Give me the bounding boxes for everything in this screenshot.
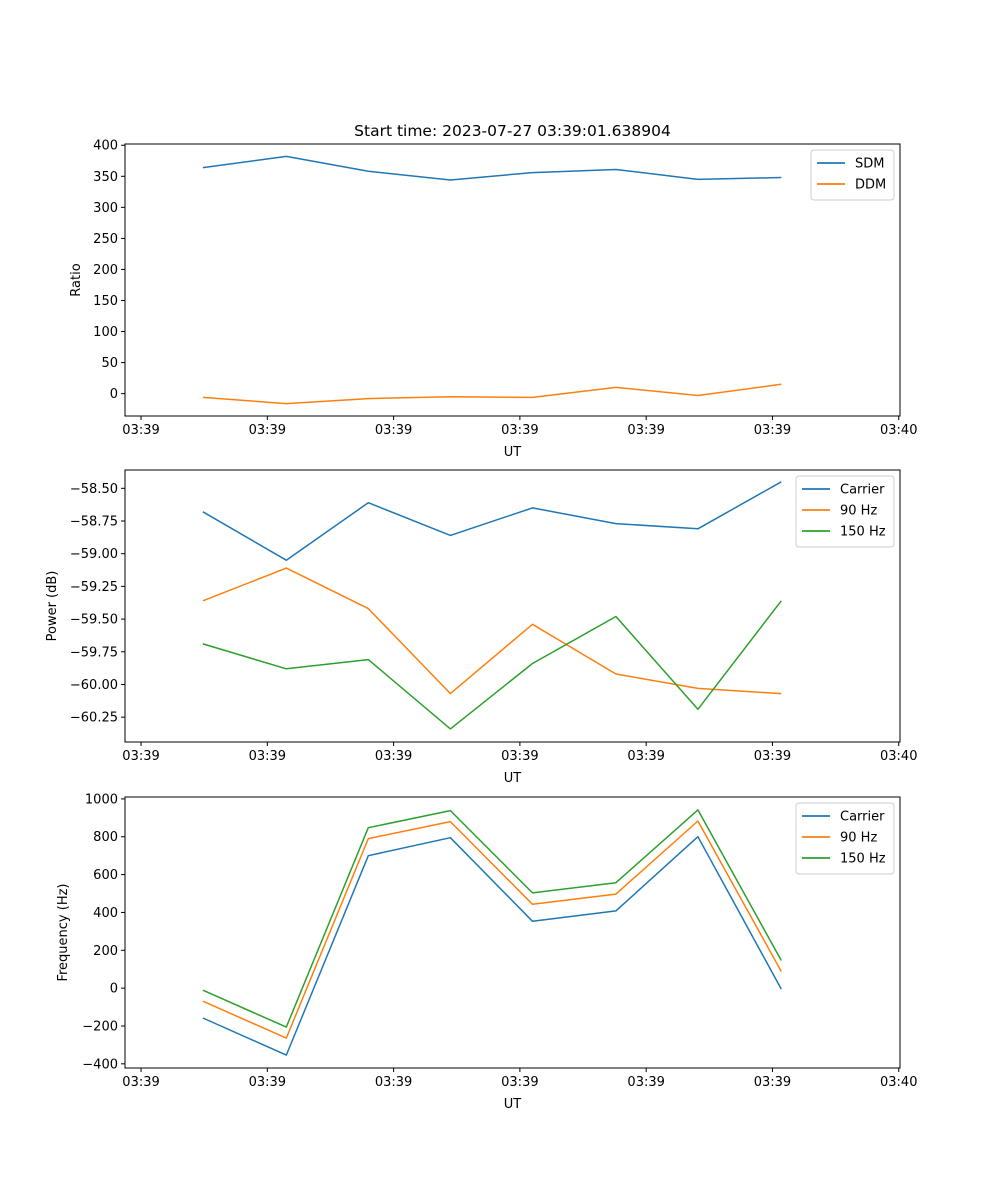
- y-tick-label: 400: [93, 906, 118, 921]
- x-tick-label: 03:39: [375, 749, 412, 764]
- x-tick-label: 03:39: [122, 423, 159, 438]
- y-tick-label: 350: [93, 170, 118, 185]
- x-axis-label: UT: [504, 445, 522, 460]
- axes-frame: [124, 143, 901, 417]
- legend-label: SDM: [855, 157, 884, 172]
- y-tick-label: 200: [93, 263, 118, 278]
- legend-label: DDM: [855, 178, 886, 193]
- axes-frame: [124, 796, 901, 1069]
- legend-label: 90 Hz: [840, 504, 877, 519]
- x-tick-label: 03:39: [375, 1075, 412, 1090]
- y-tick-label: 250: [93, 232, 118, 247]
- subplot-1: 03:39 03:39 03:39 03:39 03:39 03:39 03:40 0 50 10…: [69, 122, 917, 460]
- series-line-150-hz: [202, 809, 782, 1028]
- x-tick-label: 03:39: [375, 423, 412, 438]
- legend-label: 150 Hz: [840, 852, 886, 867]
- x-tick-label: 03:39: [122, 1075, 159, 1090]
- series-line-sdm: [202, 155, 782, 181]
- axes-frame: [124, 469, 901, 743]
- y-tick-label: −400: [82, 1057, 118, 1072]
- series-line-150-hz: [202, 600, 782, 730]
- x-tick-label: 03:40: [880, 749, 917, 764]
- series-line-90-hz: [202, 567, 782, 695]
- legend: Carrier 90 Hz 150 Hz: [795, 802, 895, 875]
- y-tick-label: 400: [93, 139, 118, 154]
- x-tick-label: 03:39: [754, 1075, 791, 1090]
- legend-box: [795, 475, 895, 548]
- y-axis-label: Ratio: [69, 263, 84, 296]
- x-tick-label: 03:39: [627, 423, 664, 438]
- y-tick-label: 150: [93, 294, 118, 309]
- x-axis-label: UT: [504, 1097, 522, 1112]
- y-tick-label: 200: [93, 944, 118, 959]
- subplot-2: 03:39 03:39 03:39 03:39 03:39 03:39 03:40 −58.5…: [45, 469, 917, 786]
- y-axis-label: Power (dB): [45, 571, 60, 642]
- y-tick-label: 1000: [85, 792, 118, 807]
- y-tick-label: −59.75: [70, 645, 118, 660]
- series-line-carrier: [202, 481, 782, 561]
- x-axis-label: UT: [504, 771, 522, 786]
- x-tick-label: 03:39: [501, 423, 538, 438]
- y-tick-label: 800: [93, 830, 118, 845]
- x-tick-label: 03:39: [122, 749, 159, 764]
- y-tick-label: 300: [93, 201, 118, 216]
- y-tick-label: −58.50: [70, 482, 118, 497]
- chart-title: Start time: 2023-07-27 03:39:01.638904: [354, 122, 671, 140]
- x-tick-label: 03:39: [249, 749, 286, 764]
- legend-label: 90 Hz: [840, 831, 877, 846]
- y-tick-label: −59.50: [70, 613, 118, 628]
- y-tick-label: 0: [110, 982, 118, 997]
- x-tick-label: 03:40: [880, 423, 917, 438]
- y-tick-label: 600: [93, 868, 118, 883]
- y-tick-label: 100: [93, 325, 118, 340]
- legend-box: [795, 802, 895, 875]
- x-tick-label: 03:39: [249, 1075, 286, 1090]
- x-tick-label: 03:40: [880, 1075, 917, 1090]
- x-tick-label: 03:39: [627, 749, 664, 764]
- series-line-90-hz: [202, 820, 782, 1039]
- y-tick-label: −60.00: [70, 678, 118, 693]
- y-tick-label: −60.25: [70, 711, 118, 726]
- subplot-3: 03:39 03:39 03:39 03:39 03:39 03:39 03:40 −400 −…: [56, 792, 917, 1112]
- x-tick-label: 03:39: [249, 423, 286, 438]
- y-axis-label: Frequency (Hz): [56, 883, 71, 981]
- legend: SDM DDM: [810, 149, 895, 201]
- x-tick-label: 03:39: [501, 749, 538, 764]
- series-line-ddm: [202, 383, 782, 405]
- y-tick-label: −58.75: [70, 515, 118, 530]
- legend-label: 150 Hz: [840, 525, 886, 540]
- legend-label: Carrier: [840, 483, 885, 498]
- y-tick-label: −59.00: [70, 547, 118, 562]
- x-tick-label: 03:39: [627, 1075, 664, 1090]
- legend-label: Carrier: [840, 810, 885, 825]
- series-line-carrier: [202, 835, 782, 1056]
- y-tick-label: 50: [101, 356, 118, 371]
- x-tick-label: 03:39: [501, 1075, 538, 1090]
- x-tick-label: 03:39: [754, 423, 791, 438]
- y-tick-label: 0: [110, 387, 118, 402]
- x-tick-label: 03:39: [754, 749, 791, 764]
- y-tick-label: −200: [82, 1019, 118, 1034]
- y-tick-label: −59.25: [70, 580, 118, 595]
- legend: Carrier 90 Hz 150 Hz: [795, 475, 895, 548]
